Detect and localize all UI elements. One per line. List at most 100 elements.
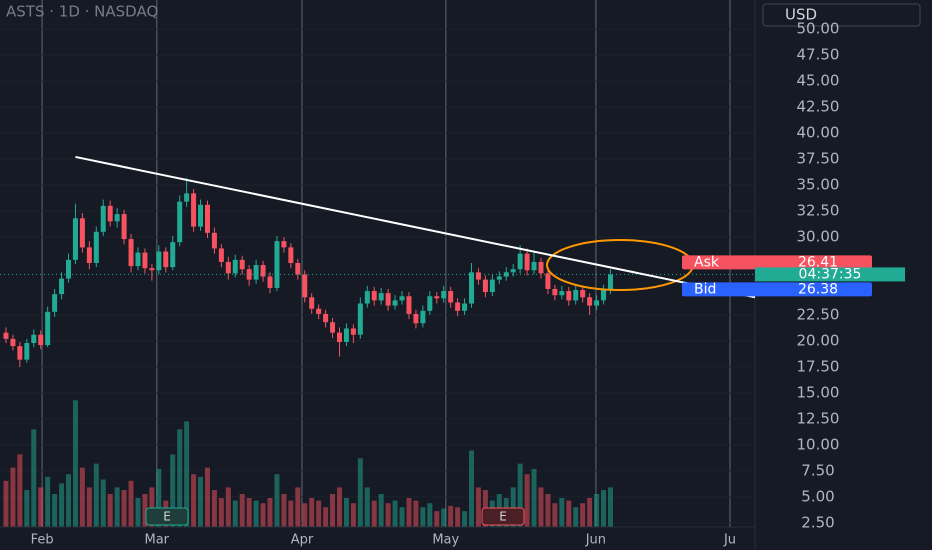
volume-bar <box>52 494 58 527</box>
volume-bar <box>364 487 370 527</box>
volume-bar <box>336 487 342 527</box>
volume-bar <box>225 487 231 527</box>
candle-body <box>448 291 454 303</box>
volume-bar <box>357 458 363 527</box>
candle-body <box>406 296 412 314</box>
volume-bar <box>566 500 572 527</box>
volume-bar <box>72 400 78 527</box>
quote-name: Bid <box>694 281 716 297</box>
candle-body <box>114 214 120 222</box>
candle-body <box>559 291 565 296</box>
candle-body <box>594 300 600 306</box>
volume-bar <box>385 503 391 527</box>
volume-bar <box>552 503 558 527</box>
volume-bar <box>31 429 37 527</box>
countdown: 04:37:35 <box>799 266 862 282</box>
x-tick-label: Apr <box>291 533 314 548</box>
volume-bar <box>170 454 176 527</box>
candle-body <box>607 274 613 291</box>
candle-body <box>475 272 481 280</box>
volume-bar <box>17 454 23 527</box>
volume-bar <box>510 487 516 527</box>
candle-body <box>170 242 176 268</box>
candle-body <box>100 205 106 232</box>
volume-bar <box>607 487 613 527</box>
candle-body <box>587 297 593 306</box>
volume-bar <box>211 490 217 527</box>
y-tick-label: 50.00 <box>797 20 840 38</box>
currency-label[interactable]: USD <box>785 6 817 24</box>
volume-bar <box>371 500 377 527</box>
candle-body <box>302 274 308 298</box>
candle-body <box>309 297 315 309</box>
y-tick-label: 5.00 <box>801 487 834 505</box>
volume-bar <box>434 511 440 527</box>
candle-body <box>281 241 287 248</box>
candle-body <box>420 310 426 324</box>
volume-bar <box>545 494 551 527</box>
earnings-marker[interactable]: E <box>145 507 189 526</box>
y-tick-label: 30.00 <box>797 227 840 245</box>
candle-body <box>246 269 252 280</box>
candle-body <box>142 252 148 269</box>
candle-body <box>469 272 475 304</box>
volume-bar <box>316 500 322 527</box>
volume-bar <box>107 494 113 527</box>
volume-bar <box>45 476 51 527</box>
y-tick-label: 15.00 <box>797 383 840 401</box>
volume-bar <box>24 490 30 527</box>
candle-body <box>496 276 502 280</box>
candle-body <box>378 293 384 301</box>
currency-button[interactable] <box>762 3 921 27</box>
candle-body <box>441 291 447 299</box>
x-tick-label: May <box>432 533 459 548</box>
volume-bar <box>198 476 204 527</box>
candle-body <box>482 279 488 293</box>
volume-bar <box>580 503 586 527</box>
candle-body <box>274 241 280 288</box>
candle-body <box>128 239 134 267</box>
volume-bar <box>413 500 419 527</box>
volume-bar <box>274 474 280 527</box>
volume-bar <box>295 487 301 527</box>
volume-bar <box>475 487 481 527</box>
volume-bar <box>86 487 92 527</box>
volume-bar <box>462 511 468 527</box>
volume-bar <box>149 487 155 527</box>
candle-body <box>510 269 516 273</box>
candle-body <box>392 300 398 306</box>
trendline <box>75 155 756 299</box>
earnings-marker[interactable]: E <box>481 507 525 526</box>
candle-body <box>93 231 99 263</box>
volume-bar <box>114 487 120 527</box>
volume-bar <box>184 421 190 527</box>
candle-body <box>204 204 210 233</box>
volume-bar <box>267 497 273 527</box>
candle-body <box>218 248 224 262</box>
volume-bar <box>378 494 384 527</box>
volume-bar <box>517 463 523 527</box>
candle-body <box>434 296 440 299</box>
volume-bar <box>204 467 210 527</box>
y-tick-label: 20.00 <box>797 331 840 349</box>
volume-bar <box>594 494 600 527</box>
candle-body <box>10 338 16 347</box>
volume-bar <box>343 497 349 527</box>
candle-body <box>427 296 433 311</box>
candle-body <box>177 201 183 243</box>
candle-body <box>455 302 461 311</box>
volume-bar <box>531 468 537 527</box>
volume-bar <box>441 508 447 527</box>
volume-bar <box>135 497 141 527</box>
volume-bar <box>469 450 475 527</box>
volume-bar <box>10 467 16 527</box>
chart-title: ASTS · 1D · NASDAQ <box>6 3 158 21</box>
y-tick-label: 37.50 <box>797 150 840 168</box>
earnings-label: E <box>163 510 171 524</box>
volume-bar <box>288 500 294 527</box>
candle-body <box>295 262 301 275</box>
y-tick-label: 40.00 <box>797 124 840 142</box>
candle-body <box>17 346 23 360</box>
volume-bar <box>59 483 65 527</box>
volume-bar <box>524 474 530 527</box>
